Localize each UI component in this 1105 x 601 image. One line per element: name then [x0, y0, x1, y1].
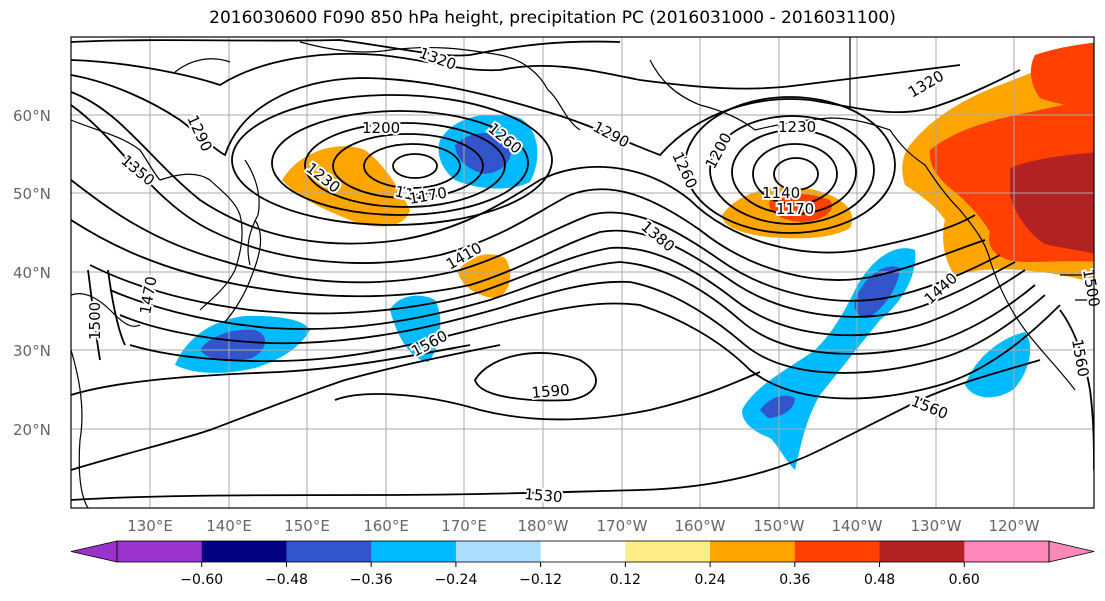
map-title: 2016030600 F090 850 hPa height, precipit…: [209, 8, 896, 28]
colorbar-extend-low: [70, 540, 118, 563]
lat-tick-label: 20°N: [13, 421, 51, 439]
contour-label: 1170: [776, 200, 814, 218]
colorbar-tick-label: 0.36: [779, 572, 810, 588]
colorbar-tick-label: 0.48: [864, 572, 895, 588]
contour-label: 1230: [778, 118, 816, 136]
colorbar-tick-label: −0.12: [519, 572, 562, 588]
contour-label: 1200: [362, 119, 400, 137]
lat-tick-label: 30°N: [13, 342, 51, 360]
map-frame: [70, 36, 1095, 509]
colorbar-segment: [710, 541, 796, 562]
contour-label: 1500: [86, 302, 104, 340]
colorbar-tick-label: −0.24: [434, 572, 477, 588]
colorbar-segment: [625, 541, 711, 562]
lon-tick-label: 160°E: [363, 517, 409, 535]
precip-shading-positive: [282, 42, 1094, 298]
colorbar: −0.60 −0.48 −0.36 −0.24 −0.12 0.12 0.24 0.36 0.4…: [70, 540, 1095, 588]
colorbar-segment: [540, 541, 626, 562]
lon-tick-label: 140°E: [206, 517, 252, 535]
colorbar-tick-label: −0.48: [265, 572, 308, 588]
height-contours: [71, 39, 1094, 501]
colorbar-extend-high: [1048, 540, 1095, 563]
colorbar-segment: [371, 541, 457, 562]
lon-tick-label: 170°E: [441, 517, 487, 535]
lat-tick-label: 60°N: [13, 107, 51, 125]
lat-tick-label: 40°N: [13, 264, 51, 282]
graticule: [71, 37, 1094, 508]
lon-tick-label: 160°W: [675, 517, 726, 535]
colorbar-segment: [455, 541, 542, 562]
lon-tick-labels: 130°E 140°E 150°E 160°E 170°E 180°W 170°…: [127, 517, 1039, 535]
colorbar-segment: [794, 541, 881, 562]
contour-label: 1590: [531, 381, 571, 402]
colorbar-tick-label: −0.36: [350, 572, 393, 588]
lon-tick-label: 180°W: [518, 517, 569, 535]
colorbar-segment: [201, 541, 287, 562]
colorbar-border: [116, 540, 1050, 563]
contour-label: 1530: [524, 485, 564, 506]
lon-tick-label: 140°W: [832, 517, 883, 535]
lon-tick-label: 150°W: [754, 517, 805, 535]
colorbar-segment: [117, 541, 203, 562]
colorbar-segment: [879, 541, 965, 562]
colorbar-tick-label: 0.24: [695, 572, 726, 588]
contour-label: 1140: [762, 184, 800, 202]
colorbar-tick-label: 0.60: [949, 572, 980, 588]
lon-tick-label: 170°W: [597, 517, 648, 535]
colorbar-tick-label: −0.60: [180, 572, 223, 588]
colorbar-segment: [286, 541, 372, 562]
lat-tick-label: 50°N: [13, 185, 51, 203]
colorbar-segment: [964, 541, 1050, 562]
lon-tick-label: 120°W: [989, 517, 1040, 535]
lon-tick-label: 130°E: [127, 517, 173, 535]
colorbar-tick-label: 0.12: [610, 572, 641, 588]
lon-tick-label: 150°E: [284, 517, 330, 535]
lon-tick-label: 130°W: [911, 517, 962, 535]
lat-tick-labels: 20°N 30°N 40°N 50°N 60°N: [13, 107, 51, 439]
